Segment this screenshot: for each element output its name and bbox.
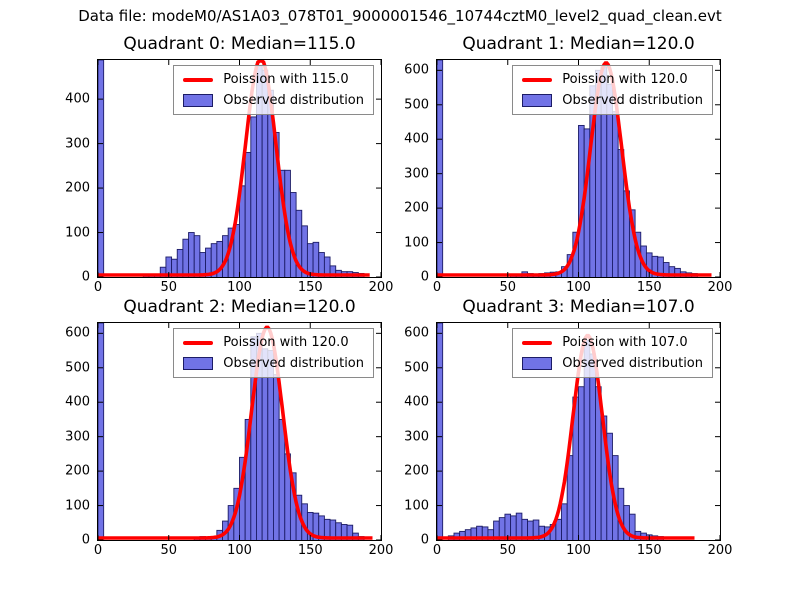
quadrant-3-legend: Poission with 107.0 Observed distributio… [512, 328, 713, 378]
legend-patch-swatch [183, 357, 214, 370]
y-tick-label: 300 [404, 166, 429, 182]
legend-line-swatch [183, 77, 214, 82]
legend-row-observed: Observed distribution [522, 93, 703, 108]
x-tick-label: 200 [707, 280, 733, 295]
y-tick-label: 400 [404, 394, 429, 410]
quadrant-3-plot: Quadrant 3: Median=107.0 Poission with 1… [404, 297, 732, 558]
x-tick-label: 50 [499, 280, 517, 295]
x-tick-label: 150 [297, 543, 323, 558]
legend-label-observed: Observed distribution [223, 93, 364, 108]
legend-line-swatch [183, 340, 214, 345]
quadrant-1-plot: Quadrant 1: Median=120.0 Poission with 1… [404, 34, 732, 295]
legend-row-observed: Observed distribution [183, 93, 364, 108]
x-tick-label: 200 [368, 280, 394, 295]
x-tick-label: 0 [93, 280, 103, 295]
y-tick-label: 400 [65, 394, 90, 410]
quadrant-0-title: Quadrant 0: Median=115.0 [123, 34, 356, 54]
quadrant-3-canvas [437, 323, 720, 540]
legend-label-observed: Observed distribution [223, 356, 364, 371]
y-tick-label: 600 [65, 325, 90, 341]
legend-line-swatch [522, 77, 553, 82]
x-tick-label: 100 [227, 543, 252, 558]
y-tick-label: 0 [420, 532, 429, 548]
quadrant-1-canvas [437, 60, 720, 277]
y-tick-label: 100 [65, 498, 90, 514]
quadrant-2-plot: Quadrant 2: Median=120.0 Poission with 1… [65, 297, 393, 558]
legend-label-poisson: Poission with 120.0 [562, 72, 688, 87]
x-tick-label: 150 [636, 280, 662, 295]
legend-label-poisson: Poission with 115.0 [223, 72, 349, 87]
y-tick-label: 100 [404, 498, 429, 514]
legend-label-observed: Observed distribution [562, 356, 703, 371]
legend-row-poisson: Poission with 107.0 [522, 335, 703, 350]
x-tick-label: 200 [707, 543, 733, 558]
legend-patch-swatch [522, 357, 553, 370]
x-tick-label: 50 [160, 280, 178, 295]
legend-row-poisson: Poission with 120.0 [522, 72, 703, 87]
x-tick-label: 0 [432, 543, 442, 558]
x-tick-label: 0 [432, 280, 442, 295]
y-tick-label: 200 [404, 463, 429, 479]
x-tick-label: 150 [297, 280, 323, 295]
y-tick-label: 100 [65, 225, 90, 241]
y-tick-label: 100 [404, 235, 429, 251]
quadrant-0-plot: Quadrant 0: Median=115.0 Poission with 1… [65, 34, 393, 295]
y-tick-label: 400 [404, 131, 429, 147]
x-tick-label: 50 [499, 543, 517, 558]
y-tick-label: 400 [65, 91, 90, 107]
legend-line-swatch [522, 340, 553, 345]
y-tick-label: 200 [65, 463, 90, 479]
legend-patch-swatch [522, 94, 553, 107]
quadrant-0-legend: Poission with 115.0 Observed distributio… [173, 65, 374, 115]
legend-row-observed: Observed distribution [183, 356, 364, 371]
y-tick-label: 500 [404, 360, 429, 376]
y-tick-label: 500 [65, 360, 90, 376]
legend-row-poisson: Poission with 120.0 [183, 335, 364, 350]
quadrant-2-canvas [98, 323, 381, 540]
y-tick-label: 300 [65, 429, 90, 445]
quadrant-2-legend: Poission with 120.0 Observed distributio… [173, 328, 374, 378]
x-tick-label: 0 [93, 543, 103, 558]
quadrant-3-title: Quadrant 3: Median=107.0 [462, 297, 695, 317]
y-tick-label: 200 [65, 180, 90, 196]
x-tick-label: 100 [566, 543, 591, 558]
y-tick-label: 200 [404, 200, 429, 216]
legend-label-poisson: Poission with 107.0 [562, 335, 688, 350]
y-tick-label: 300 [404, 429, 429, 445]
y-tick-label: 0 [81, 532, 90, 548]
x-tick-label: 50 [160, 543, 178, 558]
legend-patch-swatch [183, 94, 214, 107]
y-tick-label: 0 [420, 269, 429, 285]
legend-row-poisson: Poission with 115.0 [183, 72, 364, 87]
quadrant-1-legend: Poission with 120.0 Observed distributio… [512, 65, 713, 115]
x-tick-label: 200 [368, 543, 394, 558]
quadrant-1-title: Quadrant 1: Median=120.0 [462, 34, 695, 54]
x-tick-label: 150 [636, 543, 662, 558]
x-tick-label: 100 [566, 280, 591, 295]
legend-label-observed: Observed distribution [562, 93, 703, 108]
legend-label-poisson: Poission with 120.0 [223, 335, 349, 350]
y-tick-label: 500 [404, 97, 429, 113]
quadrant-0-canvas [98, 60, 381, 277]
y-tick-label: 600 [404, 325, 429, 341]
legend-row-observed: Observed distribution [522, 356, 703, 371]
y-tick-label: 0 [81, 269, 90, 285]
y-tick-label: 300 [65, 136, 90, 152]
y-tick-label: 600 [404, 62, 429, 78]
x-tick-label: 100 [227, 280, 252, 295]
figure-title: Data file: modeM0/AS1A03_078T01_90000015… [78, 7, 722, 25]
quadrant-2-title: Quadrant 2: Median=120.0 [123, 297, 356, 317]
